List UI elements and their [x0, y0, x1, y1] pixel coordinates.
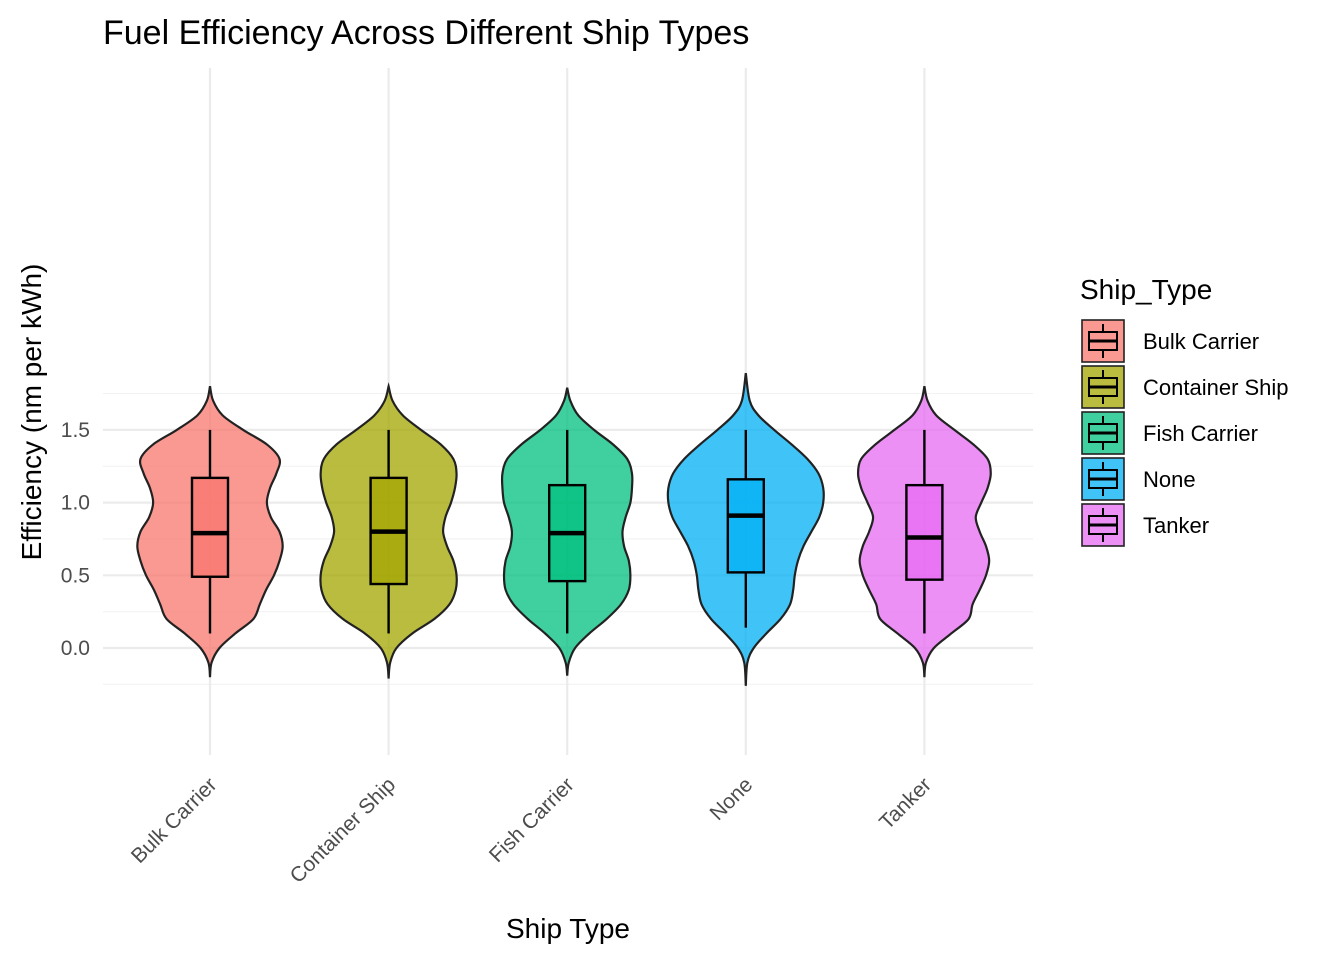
box-iqr: [190, 476, 230, 578]
y-tick-label: 1.5: [61, 419, 90, 442]
legend-items: Bulk Carrier Container Ship Fish Carrier No…: [1081, 319, 1289, 547]
y-axis-ticks: 0.0 0.5 1.0 1.5: [61, 419, 90, 660]
y-axis-title: Efficiency (nm per kWh): [16, 264, 47, 561]
violin-group: [319, 382, 458, 679]
violin-group: [666, 373, 825, 686]
chart-title: Fuel Efficiency Across Different Ship Ty…: [103, 14, 749, 52]
violin-group: [500, 387, 634, 676]
legend-item: Container Ship: [1081, 365, 1289, 409]
legend-item: Bulk Carrier: [1081, 319, 1259, 363]
x-tick-label: Container Ship: [286, 773, 400, 887]
legend: Ship_Type Bulk Carrier Container Ship Fish…: [1080, 274, 1289, 547]
x-axis-title: Ship Type: [506, 913, 630, 944]
violins: [136, 373, 992, 686]
legend-label: Container Ship: [1143, 375, 1289, 400]
x-axis-ticks: Bulk Carrier Container Ship Fish Carrier No…: [127, 773, 936, 888]
box-iqr: [726, 478, 765, 574]
y-tick-label: 0.5: [61, 564, 90, 587]
legend-label: Tanker: [1143, 513, 1209, 538]
violin-group: [856, 386, 992, 678]
legend-label: None: [1143, 467, 1196, 492]
y-tick-label: 1.0: [61, 492, 90, 515]
legend-item: None: [1081, 457, 1196, 501]
y-tick-label: 0.0: [61, 637, 90, 660]
x-tick-label: Tanker: [875, 773, 936, 834]
legend-item: Tanker: [1081, 503, 1209, 547]
x-tick-label: Fish Carrier: [485, 773, 579, 867]
x-tick-label: Bulk Carrier: [127, 773, 222, 868]
legend-label: Bulk Carrier: [1143, 329, 1259, 354]
violin-group: [136, 386, 284, 678]
legend-title: Ship_Type: [1080, 274, 1212, 305]
x-tick-label: None: [706, 773, 758, 825]
legend-label: Fish Carrier: [1143, 421, 1258, 446]
legend-item: Fish Carrier: [1081, 411, 1258, 455]
box-iqr: [905, 483, 944, 581]
